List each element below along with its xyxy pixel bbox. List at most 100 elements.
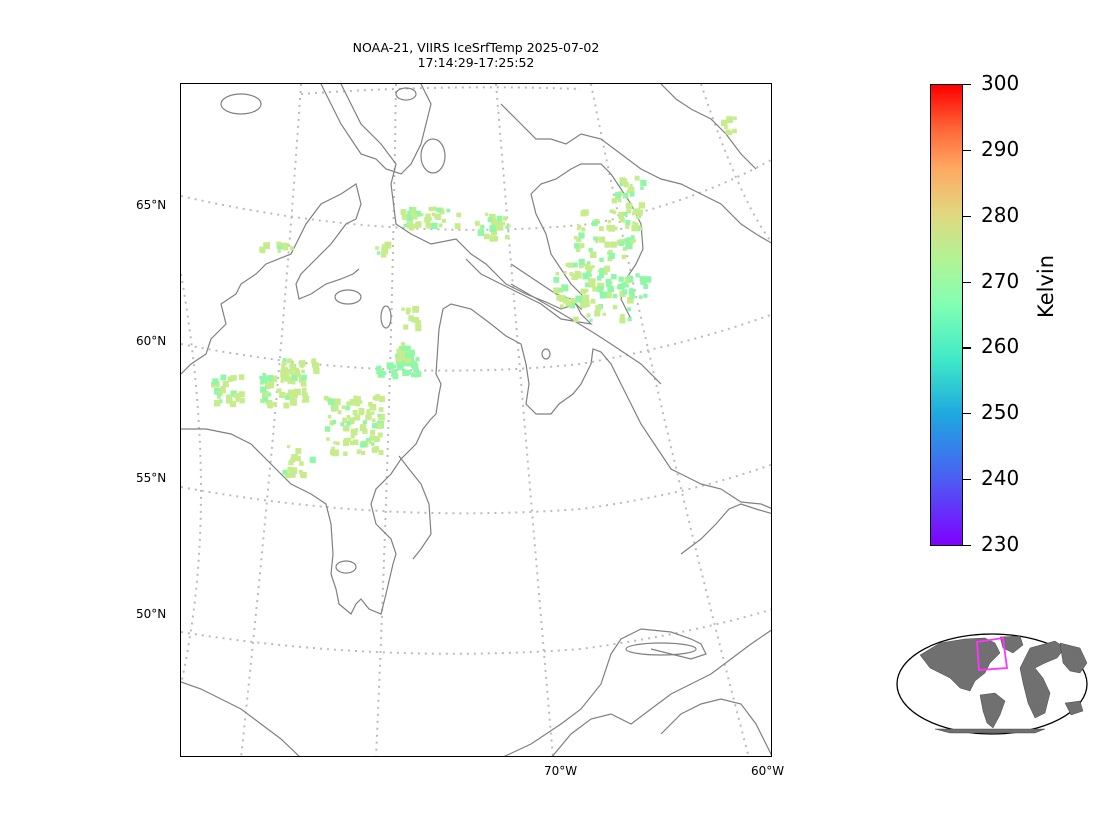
ice-pixel bbox=[415, 371, 422, 377]
ice-pixel bbox=[355, 396, 361, 402]
ice-pixel bbox=[362, 420, 367, 425]
ice-pixel bbox=[439, 209, 445, 215]
ice-pixel bbox=[279, 242, 287, 250]
ice-pixel bbox=[358, 408, 365, 415]
ice-pixel bbox=[559, 304, 564, 309]
ice-pixel bbox=[360, 450, 366, 455]
ice-pixel bbox=[350, 434, 355, 439]
ice-pixel bbox=[591, 265, 595, 269]
ice-pixel bbox=[285, 392, 290, 397]
lon-label-70w: 70°W bbox=[544, 764, 578, 778]
ice-pixel bbox=[353, 395, 357, 400]
ice-pixel bbox=[277, 249, 281, 253]
graticule-lat-55 bbox=[181, 463, 771, 515]
ice-pixel bbox=[337, 410, 342, 415]
ice-pixel bbox=[412, 306, 419, 313]
ice-pixel bbox=[406, 346, 411, 351]
ice-pixel bbox=[588, 280, 596, 288]
ice-pixel bbox=[327, 414, 332, 419]
ice-pixel bbox=[484, 233, 490, 240]
ice-pixel bbox=[621, 282, 627, 288]
ice-pixel bbox=[371, 447, 378, 453]
ice-pixel bbox=[733, 116, 737, 121]
ice-pixel bbox=[617, 198, 622, 203]
ice-pixel bbox=[580, 288, 586, 294]
ice-pixel bbox=[346, 401, 351, 406]
ice-pixel bbox=[409, 207, 417, 214]
ice-pixel bbox=[262, 372, 267, 377]
ice-pixel bbox=[635, 273, 640, 278]
ice-pixel bbox=[378, 395, 385, 402]
ice-pixel bbox=[594, 310, 601, 317]
island-7 bbox=[395, 87, 417, 101]
ice-pixel bbox=[212, 378, 219, 385]
ice-pixel bbox=[369, 440, 373, 444]
ice-pixel bbox=[415, 357, 420, 362]
coast-newfoundland bbox=[680, 503, 771, 555]
ice-pixel bbox=[585, 282, 590, 287]
lon-label-60w: 60°W bbox=[751, 764, 785, 778]
ice-pixel bbox=[599, 291, 604, 295]
ice-pixel bbox=[581, 227, 586, 232]
ice-pixel bbox=[502, 216, 508, 221]
coast-great-lakes bbox=[181, 681, 300, 756]
map-panel[interactable] bbox=[180, 83, 772, 757]
ice-pixel bbox=[572, 299, 577, 304]
ice-pixel bbox=[595, 305, 602, 312]
ice-pixel bbox=[615, 192, 621, 198]
ice-pixel bbox=[638, 202, 645, 209]
ice-pixel bbox=[214, 387, 221, 395]
globe-australia bbox=[1064, 700, 1084, 716]
ice-pixel bbox=[280, 372, 286, 378]
ice-pixel bbox=[588, 282, 592, 286]
ice-pixel bbox=[579, 302, 586, 309]
ice-pixel bbox=[488, 213, 496, 221]
island-1 bbox=[420, 138, 446, 174]
island-4 bbox=[335, 560, 357, 574]
ice-pixel bbox=[426, 223, 432, 229]
ice-pixel bbox=[580, 210, 587, 217]
ice-pixel bbox=[588, 247, 593, 253]
ice-pixel bbox=[294, 395, 298, 399]
colorbar-tick-label: 250 bbox=[981, 400, 1020, 425]
ice-pixel bbox=[633, 239, 637, 243]
ice-pixel bbox=[222, 381, 229, 388]
ice-pixel bbox=[582, 294, 589, 302]
ice-pixel bbox=[291, 375, 298, 382]
ice-pixel bbox=[284, 374, 290, 380]
colorbar-unit-label: Kelvin bbox=[1034, 254, 1058, 318]
ice-pixel bbox=[287, 466, 293, 472]
ice-pixel bbox=[431, 212, 436, 217]
ice-pixel bbox=[595, 240, 599, 244]
ice-pixel bbox=[573, 236, 578, 240]
ice-pixel bbox=[628, 288, 635, 295]
ice-pixel bbox=[454, 223, 461, 230]
colorbar-tick-label: 240 bbox=[981, 466, 1020, 491]
ice-pixel bbox=[288, 460, 294, 466]
ice-pixel bbox=[360, 424, 366, 430]
ice-pixel bbox=[369, 403, 377, 411]
ice-pixel bbox=[436, 207, 441, 213]
graticule-lon-1 bbox=[181, 273, 202, 685]
ice-pixel bbox=[409, 206, 413, 210]
coast-maritimes bbox=[551, 629, 771, 756]
ice-pixel bbox=[623, 182, 629, 188]
ice-pixel bbox=[630, 294, 635, 299]
ice-pixel bbox=[604, 241, 611, 248]
ice-pixel bbox=[568, 262, 574, 268]
ice-pixel bbox=[644, 276, 652, 283]
ice-pixel bbox=[589, 318, 593, 322]
ice-pixel bbox=[372, 418, 376, 423]
ice-pixel bbox=[499, 223, 504, 228]
graticule-lon-4 bbox=[495, 84, 554, 756]
ice-pixel bbox=[382, 252, 387, 257]
ice-pixel bbox=[356, 450, 361, 454]
ice-pixel bbox=[376, 365, 382, 371]
ice-pixel bbox=[235, 392, 241, 399]
ice-pixel bbox=[400, 209, 407, 215]
ice-pixel bbox=[611, 273, 617, 280]
ice-pixel bbox=[631, 224, 639, 232]
ice-pixel bbox=[267, 375, 274, 382]
colorbar-tick-label: 300 bbox=[981, 71, 1020, 95]
graticule-lon-5 bbox=[590, 84, 750, 756]
